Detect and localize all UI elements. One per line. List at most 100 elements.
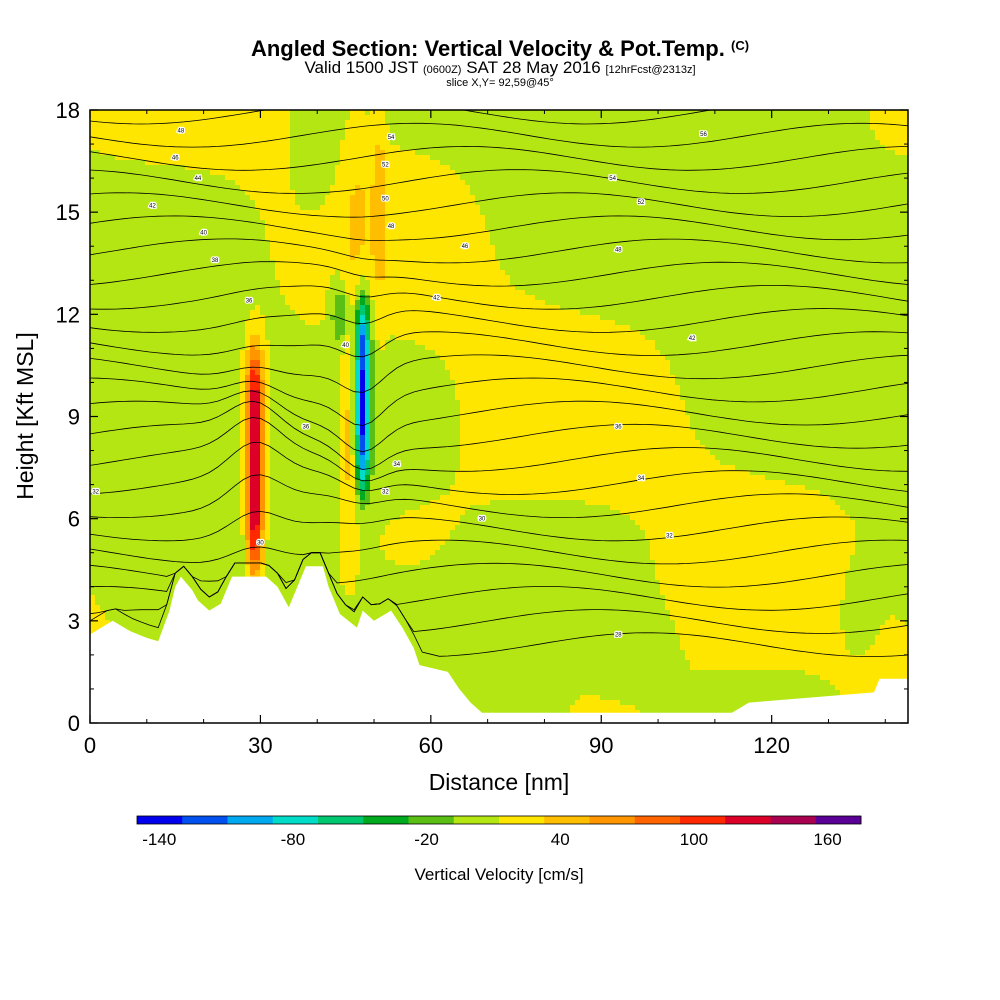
field-cell	[645, 170, 651, 176]
field-cell	[710, 255, 716, 261]
field-cell	[260, 145, 266, 151]
field-cell	[900, 115, 906, 121]
field-cell	[720, 125, 726, 131]
field-cell	[145, 160, 151, 166]
field-cell	[405, 225, 411, 231]
field-cell	[710, 135, 716, 141]
field-cell	[840, 145, 846, 151]
field-cell	[195, 130, 201, 136]
field-cell	[795, 150, 801, 156]
field-cell	[750, 125, 756, 131]
field-cell	[390, 165, 396, 171]
field-cell	[365, 200, 371, 206]
field-cell	[875, 245, 881, 251]
field-cell	[825, 220, 831, 226]
field-cell	[690, 120, 696, 126]
field-cell	[645, 160, 651, 166]
field-cell	[395, 155, 401, 161]
field-cell	[505, 230, 511, 236]
field-cell	[710, 165, 716, 171]
field-cell	[525, 200, 531, 206]
field-cell	[380, 245, 386, 251]
field-cell	[650, 240, 656, 246]
field-cell	[635, 135, 641, 141]
field-cell	[855, 145, 861, 151]
field-cell	[115, 130, 121, 136]
field-cell	[210, 135, 216, 141]
field-cell	[120, 115, 126, 121]
field-cell	[710, 220, 716, 226]
field-cell	[480, 175, 486, 181]
field-cell	[185, 110, 191, 116]
field-cell	[830, 135, 836, 141]
field-cell	[855, 150, 861, 156]
field-cell	[325, 150, 331, 156]
field-cell	[845, 160, 851, 166]
field-cell	[355, 160, 361, 166]
field-cell	[145, 110, 151, 116]
field-cell	[125, 180, 131, 186]
field-cell	[105, 185, 111, 191]
field-cell	[220, 130, 226, 136]
field-cell	[715, 210, 721, 216]
field-cell	[720, 215, 726, 221]
field-cell	[830, 250, 836, 256]
field-cell	[780, 160, 786, 166]
field-cell	[200, 140, 206, 146]
field-cell	[855, 185, 861, 191]
field-cell	[240, 190, 246, 196]
field-cell	[650, 135, 656, 141]
field-cell	[815, 160, 821, 166]
field-cell	[270, 135, 276, 141]
field-cell	[825, 185, 831, 191]
field-cell	[540, 225, 546, 231]
field-cell	[485, 220, 491, 226]
field-cell	[385, 110, 391, 116]
field-cell	[845, 255, 851, 261]
field-cell	[260, 165, 266, 171]
field-cell	[795, 130, 801, 136]
field-cell	[290, 120, 296, 126]
field-cell	[755, 215, 761, 221]
field-cell	[550, 110, 556, 116]
field-cell	[225, 110, 231, 116]
field-cell	[285, 240, 291, 246]
field-cell	[575, 225, 581, 231]
field-cell	[105, 230, 111, 236]
field-cell	[570, 145, 576, 151]
field-cell	[250, 125, 256, 131]
field-cell	[635, 120, 641, 126]
field-cell	[810, 130, 816, 136]
field-cell	[870, 110, 876, 116]
field-cell	[455, 135, 461, 141]
field-cell	[390, 230, 396, 236]
field-cell	[760, 175, 766, 181]
field-cell	[240, 125, 246, 131]
field-cell	[860, 110, 866, 116]
field-cell	[345, 210, 351, 216]
field-cell	[670, 115, 676, 121]
field-cell	[650, 145, 656, 151]
field-cell	[775, 255, 781, 261]
field-cell	[840, 150, 846, 156]
field-cell	[390, 175, 396, 181]
field-cell	[185, 185, 191, 191]
field-cell	[770, 225, 776, 231]
field-cell	[620, 145, 626, 151]
field-cell	[325, 225, 331, 231]
field-cell	[645, 200, 651, 206]
field-cell	[400, 215, 406, 221]
field-cell	[775, 155, 781, 161]
field-cell	[780, 225, 786, 231]
field-cell	[485, 145, 491, 151]
field-cell	[330, 160, 336, 166]
field-cell	[630, 190, 636, 196]
field-cell	[520, 165, 526, 171]
field-cell	[510, 165, 516, 171]
field-cell	[90, 120, 96, 126]
field-cell	[125, 130, 131, 136]
field-cell	[375, 185, 381, 191]
field-cell	[760, 250, 766, 256]
field-cell	[715, 230, 721, 236]
field-cell	[605, 220, 611, 226]
